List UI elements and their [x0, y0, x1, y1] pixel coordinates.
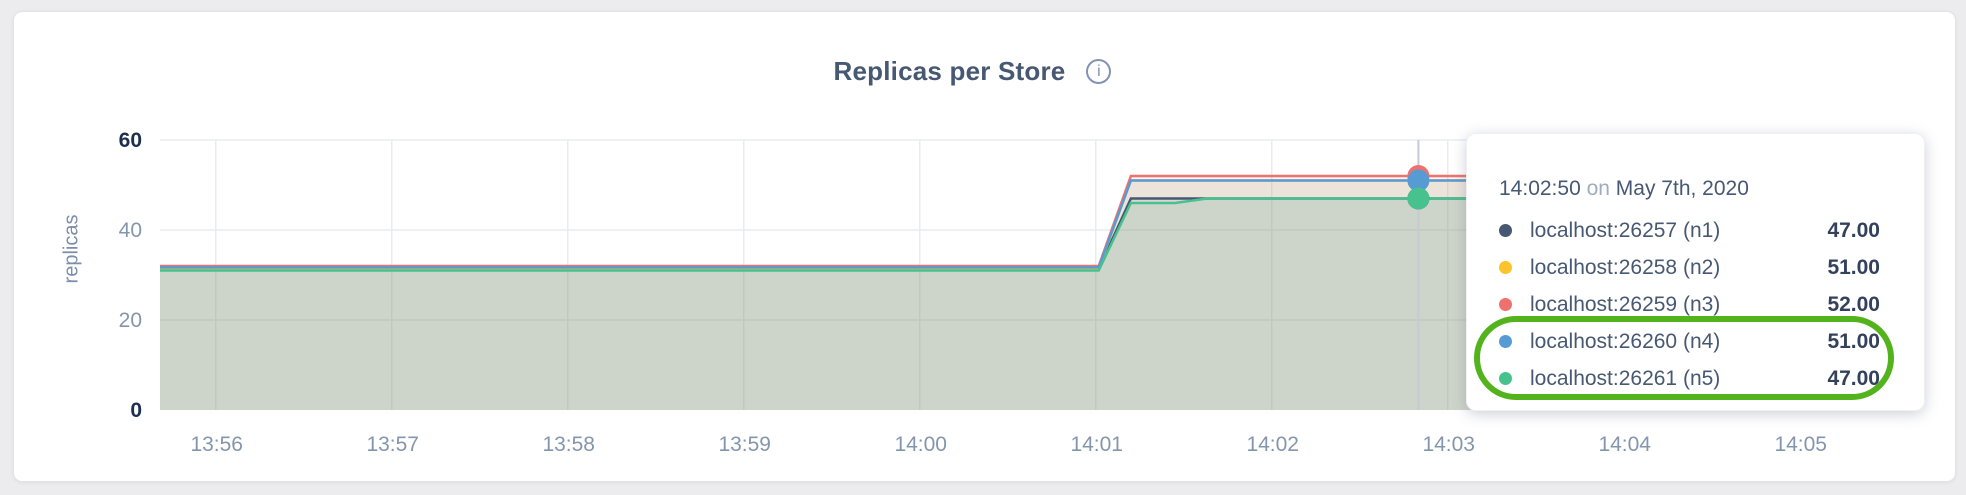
- x-tick-label: 14:00: [894, 433, 947, 456]
- highlight-annotation-circle: [1474, 316, 1894, 400]
- tooltip-series-row: localhost:26257 (n1) 47.00: [1499, 212, 1880, 249]
- series-name: localhost:26261 (n5): [1530, 366, 1721, 390]
- series-area: [160, 176, 1510, 410]
- series-name: localhost:26260 (n4): [1530, 329, 1721, 353]
- x-tick-label: 13:57: [366, 433, 419, 456]
- series-line: [160, 179, 1510, 269]
- info-icon[interactable]: i: [1086, 59, 1112, 84]
- chart-title: Replicas per Store: [833, 56, 1066, 86]
- series-name: localhost:26259 (n3): [1530, 292, 1721, 316]
- series-value: 47.00: [1827, 218, 1880, 242]
- chart-header: Replicas per Store i: [14, 56, 1955, 87]
- hover-series-dot: [1407, 169, 1430, 192]
- tooltip-conjunction: on: [1586, 177, 1610, 200]
- series-area: [160, 198, 1510, 410]
- tooltip-time: 14:02:50: [1499, 177, 1581, 200]
- x-tick-label: 14:03: [1422, 433, 1475, 456]
- tooltip-series-row: localhost:26259 (n3) 52.00: [1499, 286, 1880, 323]
- series-color-dot: [1499, 261, 1512, 274]
- series-line: [160, 197, 1510, 272]
- y-tick-label: 40: [118, 219, 142, 242]
- series-area: [160, 198, 1510, 410]
- x-tick-label: 14:01: [1070, 433, 1123, 456]
- series-area: [160, 180, 1510, 410]
- tooltip-timestamp: 14:02:50 on May 7th, 2020: [1499, 174, 1880, 204]
- series-name: localhost:26257 (n1): [1530, 218, 1721, 242]
- series-value: 51.00: [1827, 255, 1880, 279]
- x-tick-label: 14:05: [1774, 433, 1827, 456]
- y-tick-label: 20: [118, 309, 142, 332]
- x-tick-label: 13:59: [718, 433, 771, 456]
- tooltip-series-list: localhost:26257 (n1) 47.00 localhost:26258…: [1499, 212, 1880, 397]
- x-tick-label: 14:02: [1246, 433, 1299, 456]
- x-tick-label: 13:56: [190, 433, 243, 456]
- x-tick-label: 13:58: [542, 433, 595, 456]
- series-color-dot: [1499, 224, 1512, 237]
- tooltip-series-row: localhost:26258 (n2) 51.00: [1499, 249, 1880, 286]
- series-name: localhost:26258 (n2): [1530, 255, 1721, 279]
- series-area: [160, 180, 1510, 410]
- x-tick-label: 14:04: [1598, 433, 1651, 456]
- tooltip-date: May 7th, 2020: [1615, 177, 1749, 200]
- series-value: 52.00: [1827, 292, 1880, 316]
- y-tick-label: 0: [130, 399, 142, 422]
- series-color-dot: [1499, 298, 1512, 311]
- y-tick-label: 60: [118, 129, 142, 152]
- hover-series-dot: [1407, 187, 1430, 210]
- chart-tooltip: 14:02:50 on May 7th, 2020 localhost:2625…: [1466, 133, 1925, 411]
- chart-title-group: Replicas per Store i: [834, 56, 1112, 87]
